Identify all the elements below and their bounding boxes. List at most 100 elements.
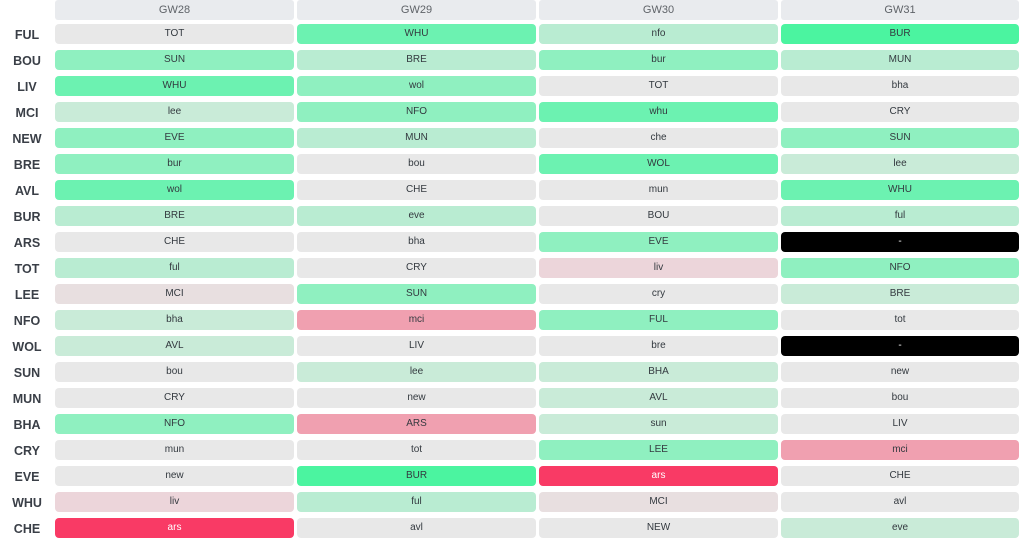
fixture-cell: mun <box>539 180 778 200</box>
fixture-cell: MCI <box>55 284 294 304</box>
fixture-cell: BHA <box>539 362 778 382</box>
fixture-cell: new <box>297 388 536 408</box>
fixture-cell: MCI <box>539 492 778 512</box>
fixture-cell: WHU <box>781 180 1019 200</box>
fixture-cell: liv <box>539 258 778 278</box>
team-label: BRE <box>13 158 41 172</box>
fixture-cell: AVL <box>55 336 294 356</box>
fixture-cell: NFO <box>297 102 536 122</box>
fixture-cell: NFO <box>781 258 1019 278</box>
team-row: TOT ful CRY liv NFO <box>0 258 1024 284</box>
team-label: MUN <box>12 392 42 406</box>
fixture-cell: TOT <box>55 24 294 44</box>
fixture-cell: mci <box>297 310 536 330</box>
team-label: FUL <box>14 28 40 42</box>
gameweek-header-4: GW31 <box>781 0 1019 20</box>
fixture-cell: BOU <box>539 206 778 226</box>
fixture-cell: - <box>781 232 1019 252</box>
team-row: NFO bha mci FUL tot <box>0 310 1024 336</box>
fixture-cell: EVE <box>539 232 778 252</box>
fixture-cell: ars <box>55 518 294 538</box>
fixture-cell: avl <box>781 492 1019 512</box>
fixture-cell: liv <box>55 492 294 512</box>
fixture-cell: LIV <box>781 414 1019 434</box>
team-label: EVE <box>14 470 40 484</box>
fixture-cell: BRE <box>781 284 1019 304</box>
fixture-cell: cry <box>539 284 778 304</box>
fixture-cell: bha <box>55 310 294 330</box>
team-label: LIV <box>17 80 37 94</box>
fixture-cell: TOT <box>539 76 778 96</box>
fixture-cell: WHU <box>297 24 536 44</box>
fixture-cell: BRE <box>297 50 536 70</box>
team-row: CRY mun tot LEE mci <box>0 440 1024 466</box>
fixture-cell: eve <box>781 518 1019 538</box>
team-row: NEW EVE MUN che SUN <box>0 128 1024 154</box>
fixture-cell: - <box>781 336 1019 356</box>
fixture-cell: mci <box>781 440 1019 460</box>
fixture-cell: LEE <box>539 440 778 460</box>
fixture-cell: lee <box>55 102 294 122</box>
fixture-cell: mun <box>55 440 294 460</box>
fixture-cell: MUN <box>297 128 536 148</box>
fixture-cell: ARS <box>297 414 536 434</box>
fixture-cell: bha <box>781 76 1019 96</box>
team-row: CHE ars avl NEW eve <box>0 518 1024 544</box>
fixture-cell: bou <box>297 154 536 174</box>
team-label: BHA <box>13 418 41 432</box>
team-label: WOL <box>12 340 42 354</box>
team-row: LEE MCI SUN cry BRE <box>0 284 1024 310</box>
fixture-cell: CRY <box>781 102 1019 122</box>
team-row: WOL AVL LIV bre - <box>0 336 1024 362</box>
fixture-cell: wol <box>297 76 536 96</box>
team-label: TOT <box>14 262 40 276</box>
fixture-cell: CHE <box>781 466 1019 486</box>
fixture-cell: lee <box>297 362 536 382</box>
fixture-cell: nfo <box>539 24 778 44</box>
gameweek-header-2: GW29 <box>297 0 536 20</box>
fixture-cell: lee <box>781 154 1019 174</box>
fixture-cell: sun <box>539 414 778 434</box>
fixture-cell: bur <box>539 50 778 70</box>
gameweek-header-1: GW28 <box>55 0 294 20</box>
fixture-cell: CHE <box>297 180 536 200</box>
fixture-cell: tot <box>781 310 1019 330</box>
fixture-cell: bur <box>55 154 294 174</box>
fixture-cell: bou <box>781 388 1019 408</box>
fixture-cell: CRY <box>55 388 294 408</box>
fixture-cell: EVE <box>55 128 294 148</box>
team-label: SUN <box>13 366 41 380</box>
fixture-cell: BRE <box>55 206 294 226</box>
fixture-cell: wol <box>55 180 294 200</box>
fixture-cell: FUL <box>539 310 778 330</box>
gameweek-header-3: GW30 <box>539 0 778 20</box>
fixture-cell: bre <box>539 336 778 356</box>
team-label: ARS <box>13 236 41 250</box>
team-row: FUL TOT WHU nfo BUR <box>0 24 1024 50</box>
team-row: BUR BRE eve BOU ful <box>0 206 1024 232</box>
team-row: MCI lee NFO whu CRY <box>0 102 1024 128</box>
team-row: AVL wol CHE mun WHU <box>0 180 1024 206</box>
fixture-cell: che <box>539 128 778 148</box>
fixture-cell: SUN <box>297 284 536 304</box>
team-row: BOU SUN BRE bur MUN <box>0 50 1024 76</box>
gameweek-header-row: GW28 GW29 GW30 GW31 <box>0 0 1024 20</box>
fixture-cell: ful <box>55 258 294 278</box>
fixture-cell: NEW <box>539 518 778 538</box>
fixture-cell: CHE <box>55 232 294 252</box>
team-row: BHA NFO ARS sun LIV <box>0 414 1024 440</box>
fixture-cell: ful <box>297 492 536 512</box>
fixture-cell: whu <box>539 102 778 122</box>
team-row: SUN bou lee BHA new <box>0 362 1024 388</box>
team-label: BOU <box>13 54 41 68</box>
team-label: AVL <box>14 184 40 198</box>
team-label: NFO <box>13 314 41 328</box>
team-row: WHU liv ful MCI avl <box>0 492 1024 518</box>
team-label: LEE <box>14 288 40 302</box>
team-row: BRE bur bou WOL lee <box>0 154 1024 180</box>
fixture-cell: new <box>55 466 294 486</box>
team-row: EVE new BUR ars CHE <box>0 466 1024 492</box>
fixture-cell: BUR <box>297 466 536 486</box>
fixture-cell: LIV <box>297 336 536 356</box>
